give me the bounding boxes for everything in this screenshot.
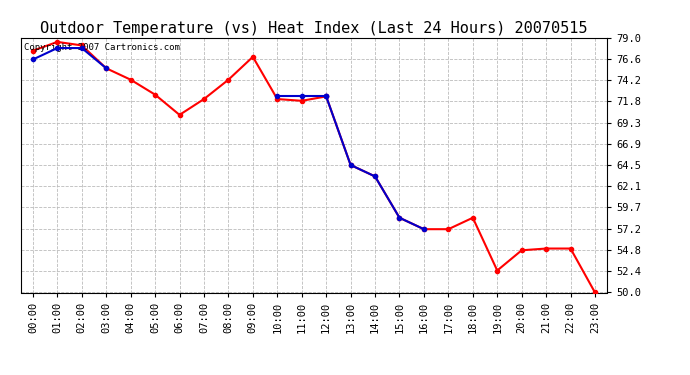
Title: Outdoor Temperature (vs) Heat Index (Last 24 Hours) 20070515: Outdoor Temperature (vs) Heat Index (Las…: [40, 21, 588, 36]
Text: Copyright 2007 Cartronics.com: Copyright 2007 Cartronics.com: [23, 43, 179, 52]
